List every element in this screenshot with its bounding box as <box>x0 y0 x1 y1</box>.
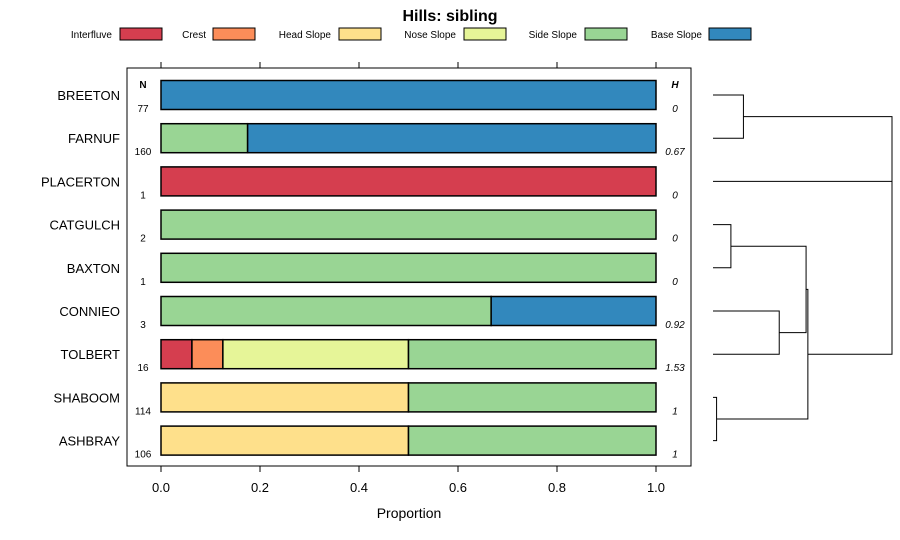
h-value-placerton: 0 <box>672 190 678 201</box>
x-tick-label-2: 0.4 <box>350 480 368 495</box>
bar-ashbray-head-slope <box>160 425 410 456</box>
bar-catgulch-side-slope <box>160 209 657 240</box>
top-axis-ticks <box>160 62 657 68</box>
dendrogram <box>713 94 893 442</box>
bar-baxton-side-slope <box>160 252 657 284</box>
h-column-header: H <box>671 80 679 91</box>
bar-connieo-base-slope <box>490 295 657 327</box>
bar-shaboom-head-slope <box>160 382 410 413</box>
row-label-baxton: BAXTON <box>67 261 120 276</box>
bar-connieo-side-slope <box>160 295 492 327</box>
plot-panel-frame <box>126 67 692 467</box>
bar-farnuf-side-slope <box>160 122 249 154</box>
bar-tolbert-side-slope <box>407 338 657 370</box>
dendrogram-branch-0 <box>713 396 718 442</box>
bar-shaboom-side-slope <box>407 382 657 413</box>
h-value-farnuf: 0.67 <box>665 147 685 158</box>
n-value-breeton: 77 <box>137 104 149 115</box>
row-label-catgulch: CATGULCH <box>49 218 120 233</box>
n-value-shaboom: 114 <box>135 406 151 417</box>
row-label-placerton: PLACERTON <box>41 174 120 189</box>
n-value-tolbert: 16 <box>137 363 149 374</box>
legend-label-crest: Crest <box>182 30 206 41</box>
h-value-shaboom: 1 <box>672 406 678 417</box>
dendrogram-branch-1 <box>713 224 732 269</box>
legend: Interfluve Crest Head Slope Nose Slope Side … <box>71 27 752 41</box>
n-value-farnuf: 160 <box>135 147 152 158</box>
row-label-shaboom: SHABOOM <box>54 390 120 405</box>
n-value-placerton: 1 <box>140 190 146 201</box>
chart-title: Hills: sibling <box>402 8 497 25</box>
legend-swatch-crest <box>212 27 256 41</box>
h-value-breeton: 0 <box>672 104 678 115</box>
n-value-baxton: 1 <box>140 277 146 288</box>
x-tick-label-3: 0.6 <box>449 480 467 495</box>
h-value-connieo: 0.92 <box>665 320 685 331</box>
row-label-ashbray: ASHBRAY <box>59 434 120 449</box>
bar-tolbert-nose-slope <box>222 338 410 370</box>
h-value-catgulch: 0 <box>672 234 678 245</box>
x-tick-label-0: 0.0 <box>152 480 170 495</box>
row-label-farnuf: FARNUF <box>68 131 120 146</box>
n-value-connieo: 3 <box>140 320 146 331</box>
h-value-baxton: 0 <box>672 277 678 288</box>
legend-swatch-nose-slope <box>463 27 507 41</box>
dendrogram-branch-6 <box>713 180 893 355</box>
h-value-ashbray: 1 <box>672 450 678 461</box>
bar-breeton-base-slope <box>160 79 657 111</box>
legend-swatch-interfluve <box>119 27 163 41</box>
n-column-header: N <box>139 80 146 91</box>
bar-tolbert-interfluve <box>160 338 193 370</box>
n-value-catgulch: 2 <box>140 234 146 245</box>
legend-label-interfluve: Interfluve <box>71 30 113 41</box>
bar-tolbert-crest <box>191 338 224 370</box>
x-tick-label-1: 0.2 <box>251 480 269 495</box>
legend-label-base-slope: Base Slope <box>651 30 703 41</box>
x-tick-label-4: 0.8 <box>548 480 566 495</box>
row-label-breeton: BREETON <box>57 88 120 103</box>
legend-swatch-side-slope <box>584 27 628 41</box>
n-value-ashbray: 106 <box>135 450 152 461</box>
legend-swatch-head-slope <box>338 27 382 41</box>
bar-farnuf-base-slope <box>246 122 657 154</box>
dendrogram-branch-4 <box>730 245 807 334</box>
x-tick-label-5: 1.0 <box>647 480 665 495</box>
row-label-tolbert: TOLBERT <box>61 347 121 362</box>
legend-label-head-slope: Head Slope <box>279 30 332 41</box>
h-value-tolbert: 1.53 <box>665 363 685 374</box>
bar-placerton-interfluve <box>160 166 657 197</box>
legend-swatch-base-slope <box>708 27 752 41</box>
dendrogram-branch-2 <box>713 94 744 139</box>
row-label-connieo: CONNIEO <box>59 304 120 319</box>
legend-label-side-slope: Side Slope <box>529 30 578 41</box>
dendrogram-branch-7 <box>743 116 893 268</box>
dendrogram-branch-3 <box>713 310 780 355</box>
x-axis: 0.0 0.2 0.4 0.6 0.8 1.0 <box>152 466 665 495</box>
legend-label-nose-slope: Nose Slope <box>404 30 456 41</box>
x-axis-title: Proportion <box>377 505 442 521</box>
bar-ashbray-side-slope <box>407 425 657 456</box>
